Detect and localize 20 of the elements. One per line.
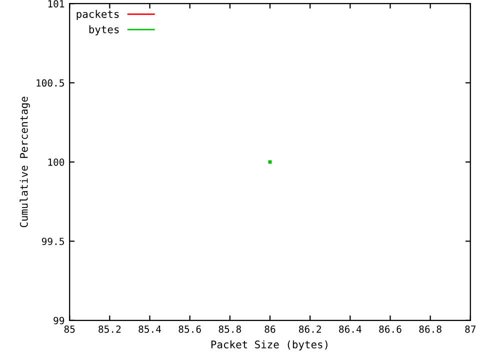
legend-label: packets xyxy=(76,10,119,20)
y-tick-label: 99 xyxy=(54,316,64,324)
x-tick-label: 86 xyxy=(264,325,276,333)
x-axis-title: Packet Size (bytes) xyxy=(211,340,328,350)
legend-label: bytes xyxy=(89,25,119,36)
y-tick-label: 100 xyxy=(48,158,64,166)
x-tick-label: 87 xyxy=(465,325,476,333)
y-axis-title: Cumulative Percentage xyxy=(20,96,30,228)
x-tick-label: 85.4 xyxy=(138,325,161,333)
y-tick-label: 101 xyxy=(48,0,64,8)
y-tick-label: 99.5 xyxy=(42,238,64,246)
x-tick-label: 86.6 xyxy=(379,325,402,333)
y-tick-label: 100.5 xyxy=(36,79,64,87)
x-tick-label: 85.8 xyxy=(218,325,242,333)
x-tick-label: 85.6 xyxy=(178,325,201,333)
x-tick-label: 86.8 xyxy=(419,325,442,333)
x-tick-label: 85 xyxy=(64,325,75,333)
x-tick-label: 86.2 xyxy=(298,325,321,333)
x-tick-label: 85.2 xyxy=(98,325,121,333)
x-tick-label: 86.4 xyxy=(339,325,362,333)
